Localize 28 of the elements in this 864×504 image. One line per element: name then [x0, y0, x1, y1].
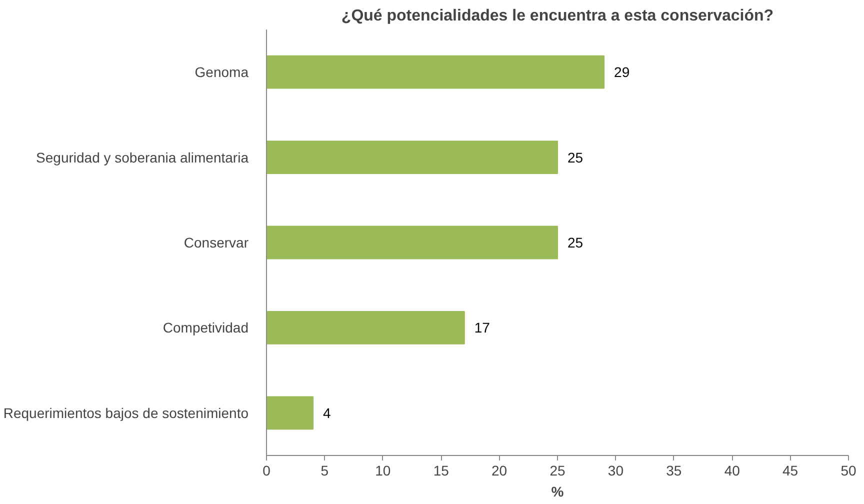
x-tick-label: 45 — [782, 462, 798, 478]
data-label: 25 — [568, 234, 584, 250]
data-label: 17 — [474, 320, 490, 336]
x-tick-label: 0 — [262, 462, 271, 478]
data-label: 29 — [614, 64, 630, 80]
y-tick-label: Requerimientos bajos de sostenimiento — [3, 404, 249, 421]
bar — [266, 55, 605, 89]
x-tick-label: 40 — [724, 462, 740, 478]
x-tick-label: 25 — [550, 462, 566, 478]
x-tick-label: 50 — [840, 462, 856, 478]
bar — [266, 140, 558, 174]
bar — [266, 311, 465, 344]
x-tick-label: 10 — [375, 462, 391, 478]
chart-title: ¿Qué potencialidades le encuentra a esta conservación? — [341, 8, 774, 24]
x-tick-label: 35 — [666, 462, 682, 478]
data-label: 25 — [568, 149, 584, 166]
x-tick-label: 15 — [433, 462, 450, 478]
y-tick-label: Conservar — [184, 234, 249, 250]
x-tick-label: 5 — [320, 462, 329, 478]
y-tick-label: Seguridad y soberania alimentaria — [36, 149, 249, 166]
y-tick-label: Genoma — [194, 64, 249, 80]
y-tick-label: Competividad — [162, 320, 249, 336]
bar — [266, 226, 558, 260]
x-tick-label: 20 — [492, 462, 508, 478]
x-tick-label: 30 — [608, 462, 624, 478]
data-label: 4 — [323, 404, 332, 421]
bar — [266, 396, 314, 430]
x-axis-title: % — [551, 484, 564, 500]
